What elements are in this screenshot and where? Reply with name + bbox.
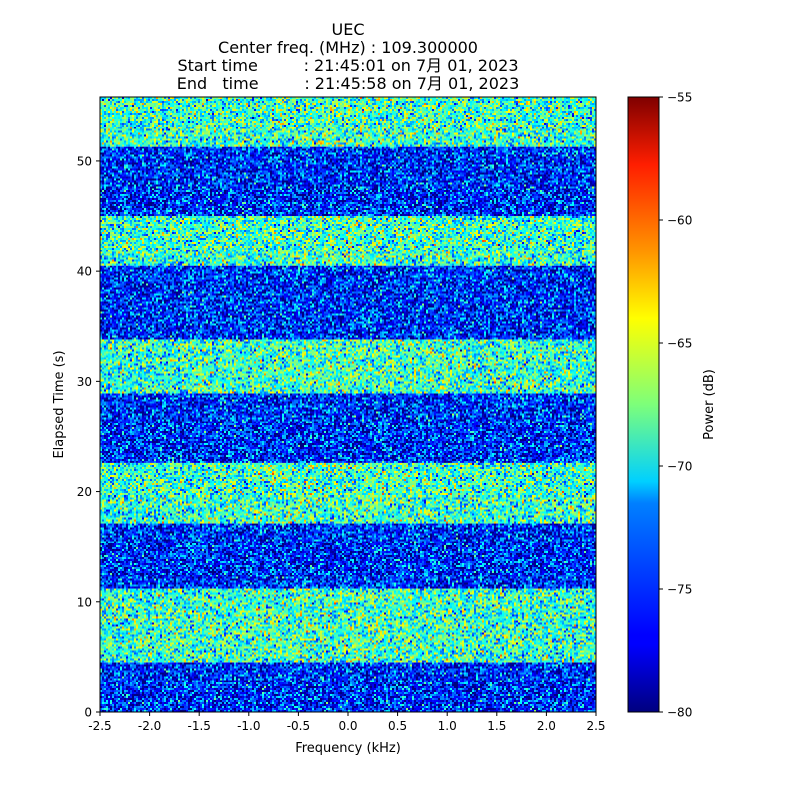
spectrogram-band-8 [100,146,596,217]
y-axis: 0 10 20 30 40 50 [77,154,100,720]
colorbar-tick-label: −70 [667,460,692,474]
plot-area [100,97,596,712]
spectrogram-band-0 [100,662,596,712]
colorbar-tick-label: −80 [667,706,692,720]
chart-title-station: UEC [331,20,365,39]
y-tick-label: 20 [77,485,92,499]
colorbar-tick-label: −60 [667,214,692,228]
x-axis: -2.5 -2.0 -1.5 -1.0 -0.5 0.0 0.5 1.0 1.5 2.0 2.5 [88,712,606,733]
spectrogram-band-3 [100,462,596,524]
colorbar-tick-label: −55 [667,91,692,105]
y-tick-label: 10 [77,595,92,609]
spectrogram-band-4 [100,393,596,463]
x-tick-label: 1.5 [487,719,506,733]
spectrogram-band-5 [100,339,596,394]
y-tick-label: 30 [77,375,92,389]
spectrogram-band-7 [100,216,596,266]
colorbar-frame [627,96,660,713]
y-tick-label: 0 [84,706,92,720]
spectrogram-band-1 [100,588,596,663]
chart-title-center-freq: Center freq. (MHz) : 109.300000 [218,38,478,57]
colorbar [628,97,659,712]
x-tick-label: -0.5 [287,719,310,733]
spectrogram-band-2 [100,523,596,589]
spectrogram-band-9 [100,97,596,147]
x-tick-label: 2.0 [537,719,556,733]
x-tick-label: 1.0 [438,719,457,733]
colorbar-tick-label: −65 [667,337,692,351]
spectrogram-band-6 [100,265,596,340]
x-tick-label: -1.5 [187,719,210,733]
x-tick-label: -2.5 [88,719,111,733]
chart-title-start-time: Start time : 21:45:01 on 7月 01, 2023 [177,56,519,75]
x-axis-label: Frequency (kHz) [295,741,401,756]
y-tick-label: 50 [77,154,92,168]
x-tick-label: -2.0 [138,719,161,733]
y-tick-label: 40 [77,265,92,279]
chart-title-end-time: End time : 21:45:58 on 7月 01, 2023 [176,74,520,93]
x-tick-label: 0.5 [388,719,407,733]
colorbar-axis: −80 −75 −70 −65 −60 −55 [659,91,692,720]
x-tick-label: 2.5 [586,719,605,733]
colorbar-label: Power (dB) [702,369,717,440]
colorbar-tick-label: −75 [667,583,692,597]
x-tick-label: -1.0 [237,719,260,733]
x-tick-label: 0.0 [338,719,357,733]
y-axis-label: Elapsed Time (s) [52,350,67,458]
